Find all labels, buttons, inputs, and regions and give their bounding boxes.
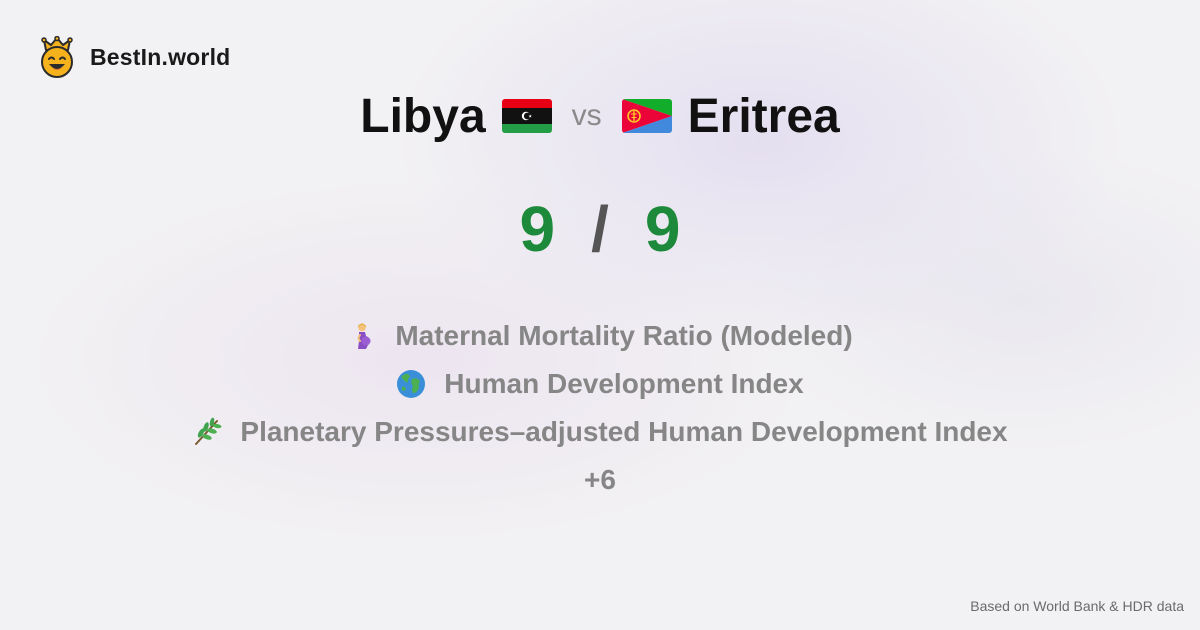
more-metrics-count[interactable]: +6 (584, 464, 616, 495)
metric-label: Planetary Pressures–adjusted Human Devel… (240, 416, 1008, 447)
right-score: 9 (644, 193, 681, 265)
left-country-name[interactable]: Libya (360, 89, 486, 143)
eritrea-flag-icon (621, 99, 672, 133)
globe-icon (397, 370, 426, 398)
libya-flag-icon (501, 99, 552, 133)
metric-label: Maternal Mortality Ratio (Modeled) (395, 320, 853, 351)
crowned-smiley-icon (41, 36, 73, 78)
metric-item[interactable]: Planetary Pressures–adjusted Human Devel… (192, 408, 1008, 456)
comparison-title: Libya vs Eritrea (0, 84, 1200, 148)
pregnant-woman-icon (357, 323, 371, 349)
metric-item[interactable]: Human Development Index (396, 360, 804, 408)
brand-name: BestIn.world (90, 43, 231, 70)
right-country-name[interactable]: Eritrea (687, 89, 840, 143)
brand[interactable]: BestIn.world (38, 36, 230, 78)
metrics-list: Maternal Mortality Ratio (Modeled) Human… (0, 312, 1200, 504)
vs-label: vs (571, 99, 602, 132)
metric-label: Human Development Index (444, 368, 804, 399)
data-source-footer: Based on World Bank & HDR data (970, 598, 1184, 614)
metric-item[interactable]: Maternal Mortality Ratio (Modeled) (347, 312, 853, 360)
score: 9 / 9 (0, 192, 1200, 266)
herb-icon (195, 417, 222, 445)
left-score: 9 (519, 193, 556, 265)
score-separator: / (591, 193, 609, 265)
